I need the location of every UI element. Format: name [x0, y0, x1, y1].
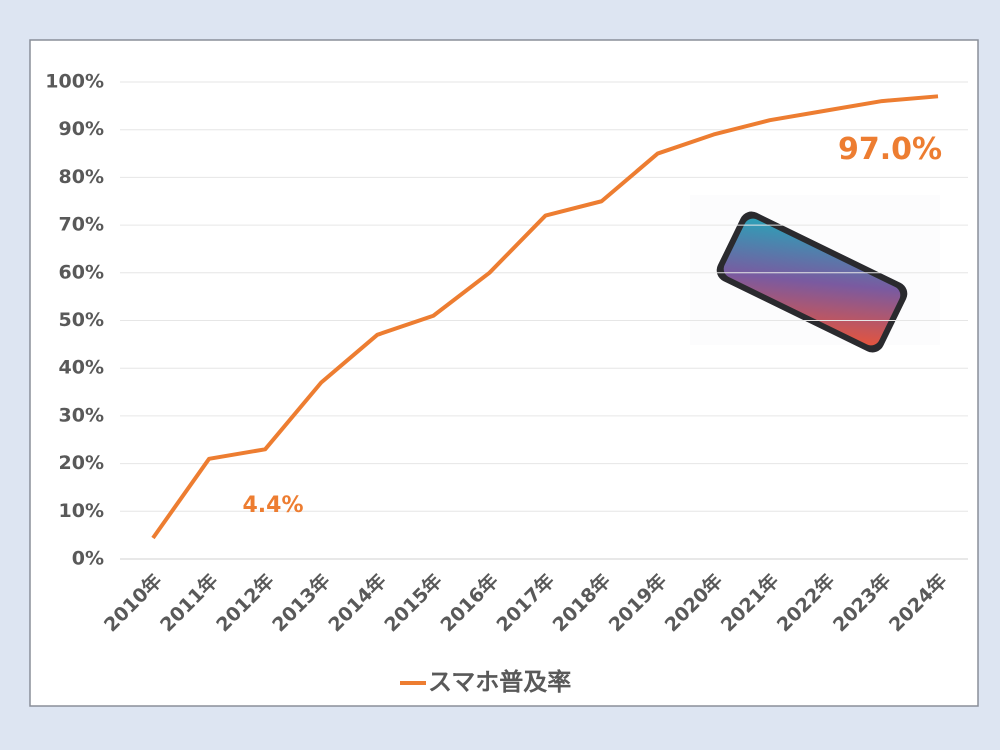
y-tick-label: 70% [59, 214, 104, 236]
y-tick-label: 90% [59, 118, 104, 140]
y-tick-label: 0% [72, 548, 104, 570]
y-tick-label: 50% [59, 309, 104, 331]
data-label: 97.0% [838, 132, 942, 167]
y-tick-label: 30% [59, 404, 104, 426]
y-tick-label: 20% [59, 452, 104, 474]
chart-frame [29, 39, 979, 707]
y-tick-label: 80% [59, 166, 104, 188]
y-tick-label: 100% [45, 71, 104, 93]
phone-illustration [690, 195, 940, 353]
data-line [151, 94, 939, 540]
y-tick-label: 60% [59, 261, 104, 283]
data-label: 4.4% [242, 493, 303, 518]
y-tick-label: 10% [59, 500, 104, 522]
y-tick-label: 40% [59, 357, 104, 379]
phone-screen [723, 218, 901, 346]
legend-label: スマホ普及率 [428, 668, 571, 696]
